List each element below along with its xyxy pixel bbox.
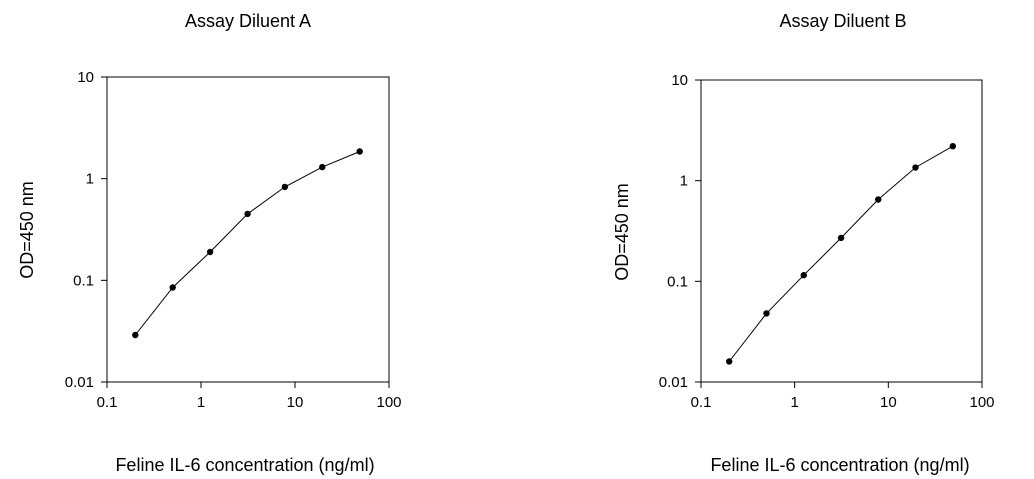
x-axis-label: Feline IL-6 concentration (ng/ml) <box>115 455 374 475</box>
data-point <box>725 358 733 365</box>
x-tick-label: 100 <box>376 394 401 411</box>
x-tick-label: 100 <box>969 394 994 411</box>
y-tick-label: 10 <box>77 69 94 86</box>
data-marks <box>132 148 363 339</box>
x-tick-label: 10 <box>880 394 897 411</box>
y-axis-label: OD=450 nm <box>17 181 37 279</box>
data-point <box>319 163 326 171</box>
series-line <box>728 145 954 362</box>
data-point <box>875 196 882 203</box>
x-axis-label: Feline IL-6 concentration (ng/ml) <box>710 455 969 475</box>
y-tick-label: 0.1 <box>667 273 688 290</box>
chart-title: Assay Diluent A <box>185 11 311 31</box>
data-point <box>949 142 957 150</box>
data-point <box>800 272 807 279</box>
data-point <box>132 331 139 339</box>
plot-frame <box>106 76 390 383</box>
y-tick-label: 10 <box>671 72 688 89</box>
x-tick-label: 0.1 <box>97 394 118 411</box>
data-point <box>169 284 176 291</box>
y-tick-label: 0.1 <box>73 272 94 289</box>
x-tick-label: 1 <box>790 394 798 411</box>
data-point <box>763 310 770 317</box>
chart-title: Assay Diluent B <box>779 11 906 31</box>
y-tick-label: 0.01 <box>65 374 94 391</box>
plot-frame <box>700 79 983 383</box>
data-marks <box>725 142 957 365</box>
x-tick-label: 1 <box>197 394 205 411</box>
chart-assay-diluent-a: Assay Diluent A OD=450 nm Feline IL-6 co… <box>17 11 402 475</box>
y-tick-label: 1 <box>86 171 94 188</box>
y-tick-label: 1 <box>680 173 688 190</box>
x-tick-label: 10 <box>287 394 304 411</box>
y-axis-label: OD=450 nm <box>612 183 632 281</box>
chart-assay-diluent-b: Assay Diluent B OD=450 nm Feline IL-6 co… <box>612 11 995 475</box>
data-point <box>281 183 289 191</box>
x-tick-label: 0.1 <box>691 394 712 411</box>
series-line <box>134 151 360 336</box>
data-point <box>356 148 363 155</box>
data-point <box>206 248 214 256</box>
data-point <box>912 164 919 171</box>
data-point <box>244 210 251 218</box>
data-point <box>837 234 845 242</box>
y-tick-label: 0.01 <box>659 374 688 391</box>
